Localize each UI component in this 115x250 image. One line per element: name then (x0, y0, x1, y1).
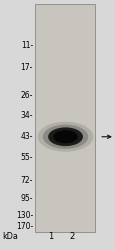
Text: 2: 2 (69, 232, 75, 241)
Bar (34, 4, 94, 232)
Text: 43-: 43- (20, 132, 33, 141)
Text: 26-: 26- (20, 91, 33, 100)
Text: 11-: 11- (21, 40, 33, 50)
Ellipse shape (37, 122, 93, 152)
Text: 130-: 130- (16, 210, 33, 220)
Ellipse shape (53, 130, 77, 143)
Text: 17-: 17- (20, 63, 33, 72)
Ellipse shape (43, 124, 87, 149)
Text: 55-: 55- (20, 154, 33, 162)
Text: 34-: 34- (20, 110, 33, 120)
Ellipse shape (48, 128, 82, 146)
Text: 170-: 170- (16, 222, 33, 231)
Text: kDa: kDa (2, 232, 18, 241)
Text: 72-: 72- (20, 176, 33, 185)
Text: 1: 1 (48, 232, 53, 241)
Text: 95-: 95- (20, 194, 33, 203)
